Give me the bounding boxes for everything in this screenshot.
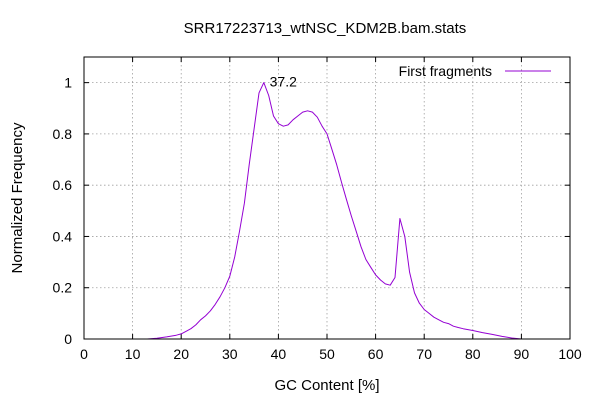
y-tick-label: 0.2: [53, 280, 73, 296]
plot-frame: [83, 56, 571, 340]
x-tick-label: 40: [271, 346, 287, 362]
grid-lines: [84, 57, 570, 339]
x-tick-label: 90: [514, 346, 530, 362]
annotations: 37.2: [270, 73, 297, 89]
series-line-first-fragments: [147, 82, 522, 340]
x-tick-label: 50: [319, 346, 335, 362]
peak-annotation: 37.2: [270, 73, 297, 89]
y-tick-label: 0: [64, 331, 72, 347]
y-tick-label: 0.6: [53, 177, 73, 193]
chart-title: SRR17223713_wtNSC_KDM2B.bam.stats: [184, 20, 467, 37]
x-tick-label: 100: [558, 346, 582, 362]
x-tick-label: 70: [416, 346, 432, 362]
y-axis-title: Normalized Frequency: [9, 122, 26, 273]
series-layer: [147, 82, 522, 340]
y-tick-label: 0.8: [53, 126, 73, 142]
x-tick-label: 60: [368, 346, 384, 362]
x-tick-label: 0: [80, 346, 88, 362]
legend-label: First fragments: [399, 63, 492, 79]
x-axis-title: GC Content [%]: [274, 377, 379, 394]
y-tick-label: 1: [64, 75, 72, 91]
y-tick-label: 0.4: [53, 228, 73, 244]
legend: First fragments: [399, 63, 551, 79]
axis-ticks: 0 10 20 30 40 50 60 70 80 90 100 0 0.2 0.4 0.6 0.8 1: [53, 57, 582, 362]
x-tick-label: 20: [173, 346, 189, 362]
x-tick-label: 30: [222, 346, 238, 362]
x-tick-label: 80: [465, 346, 481, 362]
x-tick-label: 10: [125, 346, 141, 362]
